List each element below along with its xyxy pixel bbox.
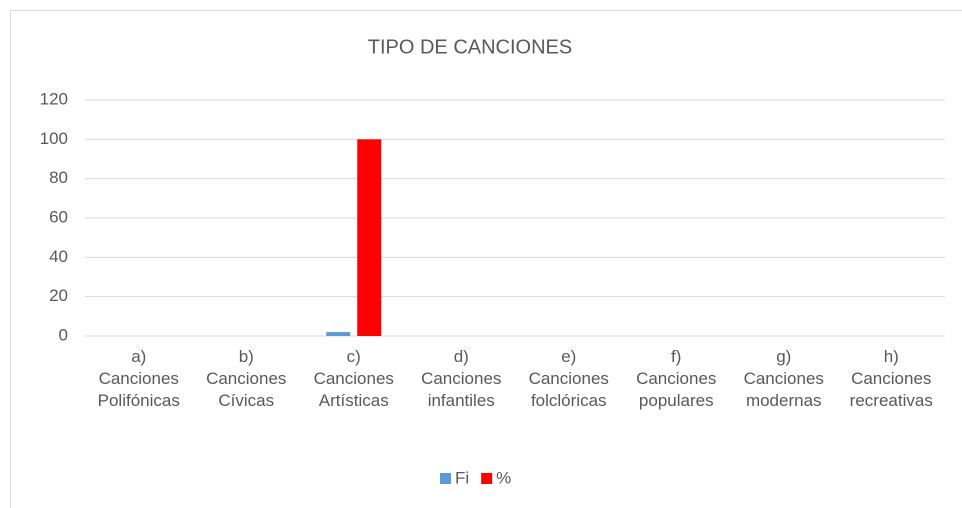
x-tick-label: g) Canciones modernas: [744, 347, 824, 410]
x-tick-label: c) Canciones Artísticas: [314, 347, 394, 410]
bar: [357, 139, 382, 336]
x-tick-label: h) Canciones recreativas: [850, 347, 933, 410]
x-tick-label: d) Canciones infantiles: [421, 347, 501, 410]
x-tick-label: e) Canciones folclóricas: [529, 347, 609, 410]
bar: [326, 332, 351, 336]
chart-border: [10, 10, 962, 508]
x-tick-label: a) Canciones Polifónicas: [98, 347, 180, 410]
y-tick-label: 120: [40, 89, 68, 108]
legend-swatch: [481, 473, 493, 484]
x-tick-label: f) Canciones populares: [636, 347, 716, 410]
y-tick-label: 20: [49, 286, 68, 305]
y-tick-label: 0: [59, 325, 68, 344]
y-tick-label: 80: [49, 168, 68, 187]
legend-swatch: [440, 473, 451, 484]
x-tick-label: b) Canciones Cívicas: [206, 347, 286, 410]
y-tick-label: 100: [40, 129, 68, 148]
legend-label: %: [496, 468, 511, 487]
legend-label: Fi: [455, 468, 469, 487]
chart-title: TIPO DE CANCIONES: [368, 36, 572, 58]
y-tick-label: 60: [49, 207, 68, 226]
y-tick-label: 40: [49, 247, 68, 266]
